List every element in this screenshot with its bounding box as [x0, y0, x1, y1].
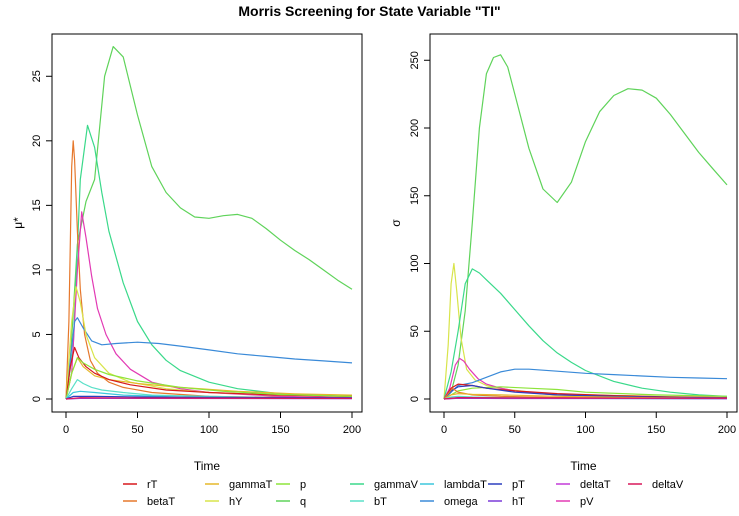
- series-line-bT: [65, 379, 353, 400]
- y-tick-label: 0: [409, 396, 421, 402]
- series-line-gammaT: [443, 393, 728, 400]
- legend-label-rT: rT: [147, 479, 158, 491]
- legend-label-bT: bT: [374, 496, 387, 508]
- legend-label-hT: hT: [512, 496, 525, 508]
- series-line-gammaV: [443, 268, 728, 400]
- x-tick-label: 200: [718, 424, 736, 436]
- mu-star-panel: 0 50 100 150 200 0 5 10 15 20 25 Time μ*: [11, 33, 363, 473]
- legend-label-p: p: [300, 479, 306, 491]
- x-tick-label: 50: [509, 424, 521, 436]
- y-tick-label: 5: [31, 331, 43, 337]
- plot-frame: [51, 33, 363, 413]
- series-line-p: [443, 386, 728, 400]
- series-line-q: [65, 45, 353, 400]
- x-tick-label: 200: [343, 424, 361, 436]
- chart-title: Morris Screening for State Variable "TI": [238, 3, 501, 19]
- series-line-q: [443, 54, 728, 400]
- legend: rT betaT gammaT hY pq gammaV bT lambdaT omega pT h…: [123, 479, 684, 508]
- series-line-omega: [65, 317, 353, 400]
- x-tick-label: 100: [200, 424, 218, 436]
- legend-label-lambdaT: lambdaT: [444, 479, 487, 491]
- y-tick-label: 200: [409, 119, 421, 137]
- y-tick-label: 15: [31, 199, 43, 211]
- legend-label-q: q: [300, 496, 306, 508]
- series-line-gammaV: [65, 124, 353, 400]
- legend-label-deltaT: deltaT: [580, 479, 611, 491]
- legend-label-hY: hY: [229, 496, 243, 508]
- y-tick-label: 50: [409, 325, 421, 337]
- series-line-pT: [443, 384, 728, 400]
- x-tick-label: 50: [131, 424, 143, 436]
- y-tick-label: 20: [31, 135, 43, 147]
- legend-label-pT: pT: [512, 479, 525, 491]
- legend-label-gammaV: gammaV: [374, 479, 419, 491]
- x-tick-label: 150: [271, 424, 289, 436]
- y-tick-label: 250: [409, 51, 421, 69]
- series-line-pV: [443, 357, 728, 400]
- x-axis-label: Time: [194, 459, 221, 473]
- series-line-p: [65, 357, 353, 400]
- series-line-pT: [65, 395, 353, 400]
- y-tick-label: 25: [31, 70, 43, 82]
- series-line-deltaV: [65, 397, 353, 400]
- sigma-panel: 0 50 100 150 200 0 50 100 150 200 250 Time σ: [389, 33, 738, 473]
- series-line-hY: [443, 262, 728, 400]
- legend-label-gammaT: gammaT: [229, 479, 273, 491]
- y-axis-label: σ: [389, 219, 403, 227]
- plot-frame: [429, 33, 738, 413]
- y-axis-label: μ*: [11, 217, 25, 229]
- y-tick-label: 150: [409, 187, 421, 205]
- y-tick-label: 10: [31, 264, 43, 276]
- legend-label-betaT: betaT: [147, 496, 175, 508]
- legend-label-omega: omega: [444, 496, 479, 508]
- y-tick-label: 100: [409, 254, 421, 272]
- x-tick-label: 0: [441, 424, 447, 436]
- x-tick-label: 100: [576, 424, 594, 436]
- series-line-deltaV: [443, 397, 728, 400]
- x-tick-label: 150: [647, 424, 665, 436]
- series-line-betaT: [65, 140, 353, 400]
- series-line-rT: [65, 346, 353, 400]
- legend-label-pV: pV: [580, 496, 594, 508]
- y-tick-label: 0: [31, 396, 43, 402]
- x-tick-label: 0: [63, 424, 69, 436]
- x-axis-label: Time: [570, 459, 597, 473]
- series-line-pV: [65, 211, 353, 400]
- legend-label-deltaV: deltaV: [652, 479, 684, 491]
